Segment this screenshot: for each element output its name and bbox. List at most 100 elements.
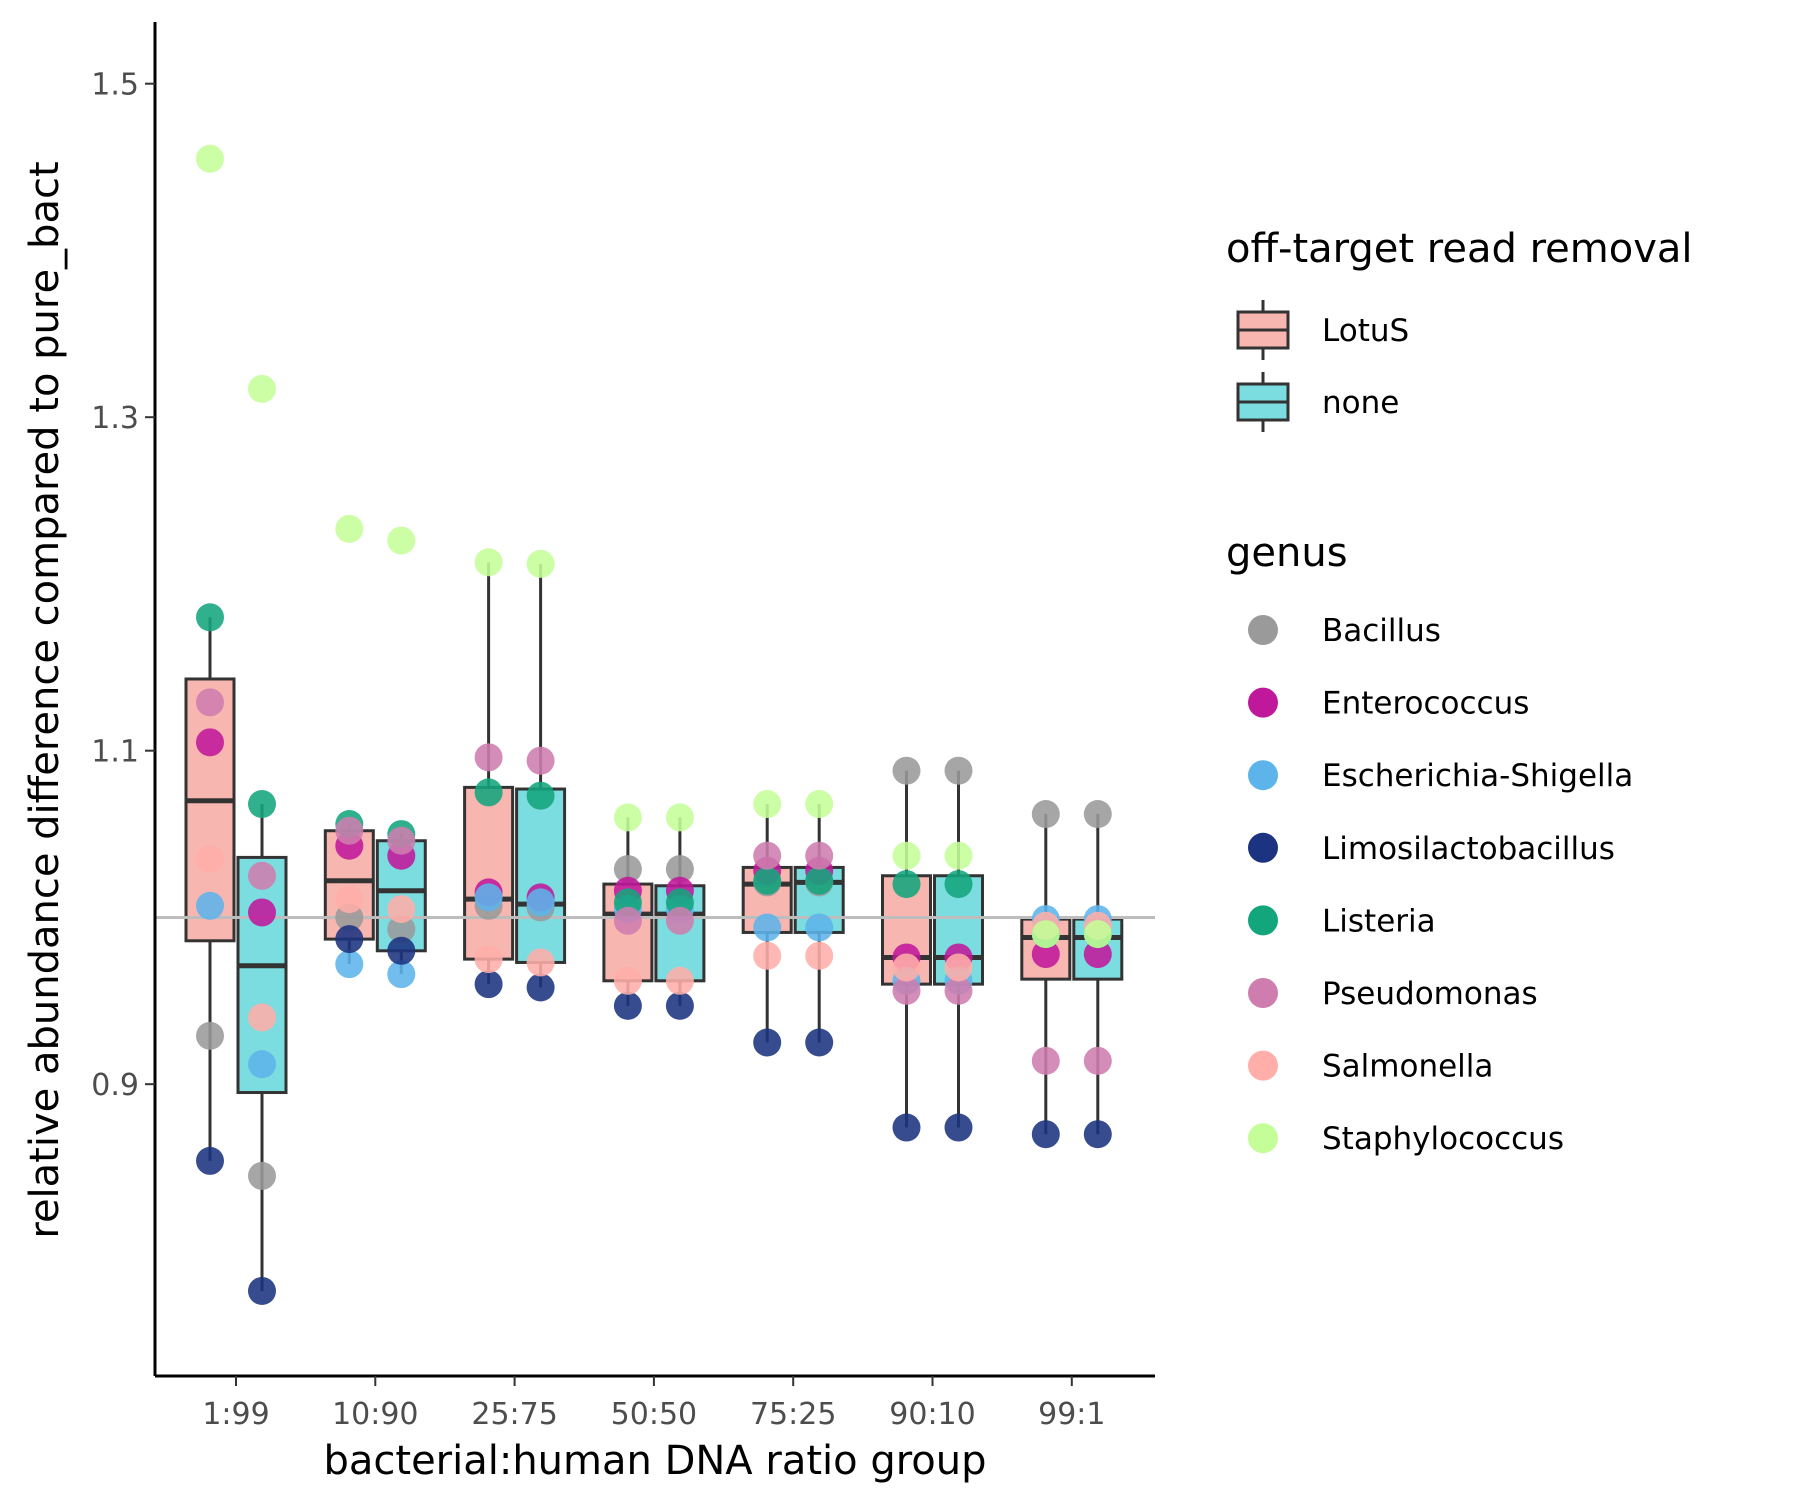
point-enterococcus xyxy=(1031,940,1060,969)
x-tick-label: 90:10 xyxy=(889,1397,975,1432)
point-staphylococcus xyxy=(944,841,973,870)
point-limosilactobacillus xyxy=(805,1028,834,1057)
legend-dot-staphylococcus xyxy=(1248,1123,1278,1154)
point-limosilactobacillus xyxy=(526,973,555,1002)
legend-label-listeria: Listeria xyxy=(1322,903,1436,939)
point-salmonella xyxy=(892,953,921,982)
legend-off-target-read-removal: off-target read removal LotuS none xyxy=(1226,226,1693,432)
point-listeria xyxy=(753,866,782,895)
point-bacillus xyxy=(665,855,694,884)
point-bacillus xyxy=(387,915,416,944)
point-staphylococcus xyxy=(387,526,416,555)
point-pseudomonas xyxy=(805,841,834,870)
y-axis-title: relative abundance difference compared t… xyxy=(22,161,68,1238)
legend-fill-title: off-target read removal xyxy=(1226,226,1693,272)
y-tick-label: 1.1 xyxy=(91,735,139,770)
x-tick-label: 75:25 xyxy=(750,1397,836,1432)
legend-color-title: genus xyxy=(1226,530,1348,576)
point-escherichia-shigella xyxy=(335,950,364,979)
point-pseudomonas xyxy=(474,743,503,772)
point-pseudomonas xyxy=(613,906,642,935)
point-enterococcus xyxy=(1083,940,1112,969)
point-limosilactobacillus xyxy=(944,1113,973,1142)
point-salmonella xyxy=(387,895,416,924)
point-escherichia-shigella xyxy=(196,891,224,920)
point-staphylococcus xyxy=(474,548,503,577)
legend-dot-pseudomonas xyxy=(1248,978,1278,1008)
point-salmonella xyxy=(248,1003,276,1032)
point-listeria xyxy=(526,781,555,810)
point-salmonella xyxy=(665,966,694,995)
point-escherichia-shigella xyxy=(526,888,555,917)
legend-dot-bacillus xyxy=(1248,615,1278,645)
point-bacillus xyxy=(1083,800,1112,829)
point-staphylococcus xyxy=(613,803,642,832)
point-bacillus xyxy=(196,1021,224,1050)
point-pseudomonas xyxy=(526,746,555,775)
point-listeria xyxy=(474,778,503,807)
point-escherichia-shigella xyxy=(753,913,782,942)
point-enterococcus xyxy=(248,898,276,927)
point-listeria xyxy=(248,790,276,819)
point-bacillus xyxy=(613,855,642,884)
point-staphylococcus xyxy=(665,803,694,832)
point-limosilactobacillus xyxy=(665,991,694,1020)
point-pseudomonas xyxy=(196,688,224,717)
legend-label-bacillus: Bacillus xyxy=(1322,613,1441,649)
point-bacillus xyxy=(944,756,973,785)
point-salmonella xyxy=(613,966,642,995)
legend-label-none: none xyxy=(1322,385,1399,421)
box-none xyxy=(515,787,567,964)
point-staphylococcus xyxy=(892,841,921,870)
legend-label-salmonella: Salmonella xyxy=(1322,1049,1493,1085)
legend-label-enterococcus: Enterococcus xyxy=(1322,686,1529,722)
legend-label-limosilactobacillus: Limosilactobacillus xyxy=(1322,831,1615,867)
point-pseudomonas xyxy=(335,816,364,845)
point-staphylococcus xyxy=(526,549,555,578)
point-escherichia-shigella xyxy=(248,1050,276,1079)
point-listeria xyxy=(944,870,973,899)
y-tick-label: 1.3 xyxy=(91,401,139,436)
x-tick-label: 25:75 xyxy=(471,1397,557,1432)
point-pseudomonas xyxy=(1031,1046,1060,1075)
point-salmonella xyxy=(196,845,224,874)
point-bacillus xyxy=(1031,800,1060,829)
point-pseudomonas xyxy=(1083,1046,1112,1075)
point-staphylococcus xyxy=(196,144,224,173)
point-salmonella xyxy=(753,941,782,970)
point-staphylococcus xyxy=(1031,920,1060,949)
point-limosilactobacillus xyxy=(613,991,642,1020)
x-tick-label: 1:99 xyxy=(202,1397,269,1432)
point-bacillus xyxy=(248,1161,276,1190)
point-salmonella xyxy=(474,945,503,974)
axis-ticks: 0.9 1.1 1.3 1.5 1:99 10:90 25:75 50:50 75:25 90:1… xyxy=(91,68,1105,1432)
point-limosilactobacillus xyxy=(248,1276,276,1305)
box-lotus xyxy=(463,785,515,961)
y-tick-label: 1.5 xyxy=(91,68,139,103)
point-limosilactobacillus xyxy=(1031,1120,1060,1149)
x-tick-label: 10:90 xyxy=(332,1397,418,1432)
legend-label-staphylococcus: Staphylococcus xyxy=(1322,1121,1564,1157)
point-staphylococcus xyxy=(248,374,276,403)
point-enterococcus xyxy=(196,728,224,757)
point-escherichia-shigella xyxy=(387,960,416,989)
point-salmonella xyxy=(805,941,834,970)
point-pseudomonas xyxy=(892,976,921,1005)
legend-genus: genus Bacillus Enterococcus Escherichia-Sh… xyxy=(1226,530,1633,1157)
point-pseudomonas xyxy=(665,906,694,935)
point-staphylococcus xyxy=(1083,920,1112,949)
point-limosilactobacillus xyxy=(892,1113,921,1142)
point-listeria xyxy=(892,870,921,899)
legend-label-lotus: LotuS xyxy=(1322,313,1409,349)
point-limosilactobacillus xyxy=(335,925,364,954)
point-pseudomonas xyxy=(753,841,782,870)
legend-dot-enterococcus xyxy=(1248,687,1278,718)
point-limosilactobacillus xyxy=(1083,1120,1112,1149)
point-limosilactobacillus xyxy=(753,1028,782,1057)
point-pseudomonas xyxy=(387,826,416,855)
point-escherichia-shigella xyxy=(474,883,503,912)
legend-label-pseudomonas: Pseudomonas xyxy=(1322,976,1538,1012)
x-tick-label: 99:1 xyxy=(1038,1397,1105,1432)
legend-label-escherichia-shigella: Escherichia-Shigella xyxy=(1322,758,1633,794)
